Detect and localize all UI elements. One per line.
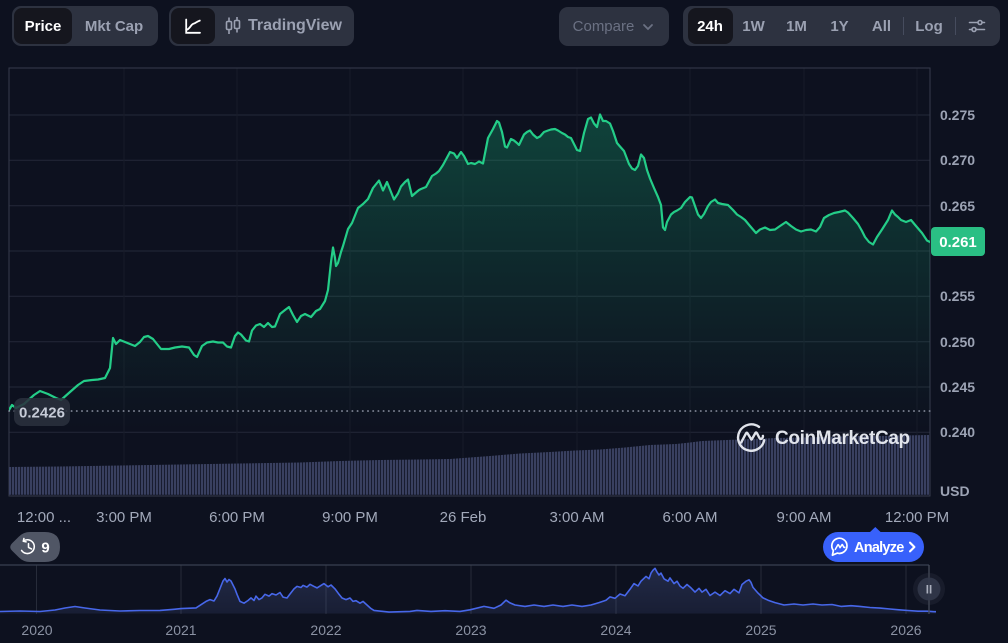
- svg-text:0.265: 0.265: [940, 198, 975, 214]
- svg-text:0.261: 0.261: [939, 234, 977, 251]
- svg-text:26 Feb: 26 Feb: [440, 509, 487, 526]
- svg-text:USD: USD: [940, 483, 970, 499]
- svg-text:2026: 2026: [890, 622, 921, 638]
- svg-text:9: 9: [41, 540, 49, 557]
- svg-text:3:00 AM: 3:00 AM: [549, 509, 604, 526]
- svg-text:0.255: 0.255: [940, 288, 975, 304]
- svg-text:2023: 2023: [455, 622, 486, 638]
- svg-text:6:00 PM: 6:00 PM: [209, 509, 265, 526]
- svg-text:2022: 2022: [310, 622, 341, 638]
- svg-text:2024: 2024: [600, 622, 631, 638]
- svg-text:6:00 AM: 6:00 AM: [662, 509, 717, 526]
- svg-text:0.270: 0.270: [940, 152, 975, 168]
- svg-text:0.245: 0.245: [940, 379, 975, 395]
- svg-text:Analyze: Analyze: [854, 540, 904, 556]
- svg-text:12:00 PM: 12:00 PM: [885, 509, 949, 526]
- svg-text:2021: 2021: [165, 622, 196, 638]
- svg-text:0.2426: 0.2426: [19, 405, 65, 422]
- svg-text:0.240: 0.240: [940, 424, 975, 440]
- svg-text:0.275: 0.275: [940, 107, 975, 123]
- svg-text:II: II: [926, 585, 932, 597]
- svg-text:12:00 ...: 12:00 ...: [17, 509, 71, 526]
- svg-text:2025: 2025: [745, 622, 776, 638]
- svg-text:9:00 AM: 9:00 AM: [776, 509, 831, 526]
- svg-text:2020: 2020: [21, 622, 52, 638]
- svg-text:9:00 PM: 9:00 PM: [322, 509, 378, 526]
- svg-text:3:00 PM: 3:00 PM: [96, 509, 152, 526]
- svg-text:0.250: 0.250: [940, 334, 975, 350]
- svg-text:CoinMarketCap: CoinMarketCap: [775, 428, 910, 449]
